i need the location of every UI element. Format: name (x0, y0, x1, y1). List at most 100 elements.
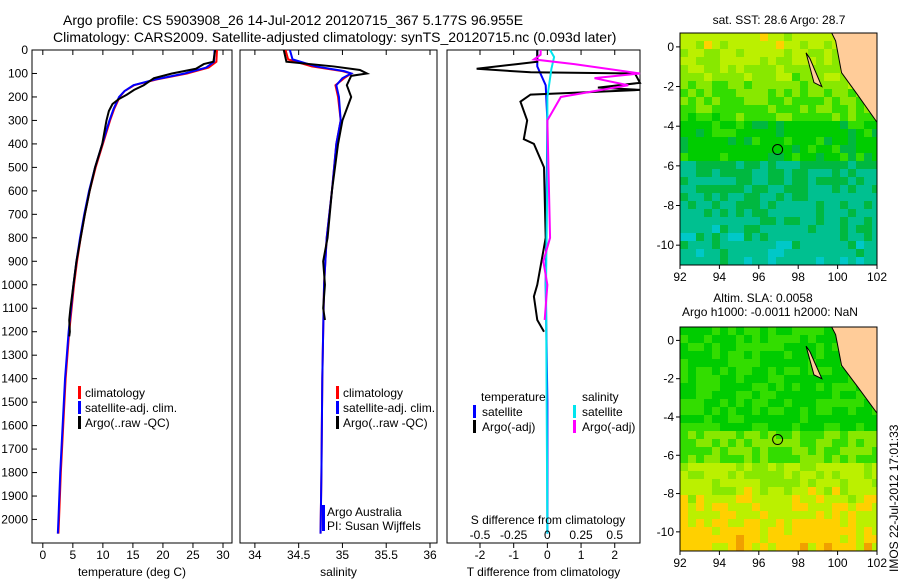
map-cell (736, 383, 745, 392)
map-cell (680, 121, 689, 130)
map-cell (784, 169, 793, 178)
map-cell (816, 463, 825, 472)
map-cell (760, 145, 769, 154)
map-cell (704, 391, 713, 400)
map-cell (688, 327, 697, 336)
map-cell (816, 335, 825, 344)
map-cell (792, 343, 801, 352)
map-cell (792, 145, 801, 154)
map-cell (760, 535, 769, 544)
map-cell (816, 511, 825, 520)
map-cell (728, 431, 737, 440)
map-cell (800, 335, 809, 344)
map-cell (768, 527, 777, 536)
map-cell (728, 81, 737, 90)
map-cell (872, 535, 877, 544)
map-cell (864, 487, 873, 496)
map-cell (864, 201, 873, 210)
map-cell (800, 209, 809, 218)
map-cell (736, 359, 745, 368)
legend-label: satellite-adj. clim. (343, 401, 435, 415)
map-cell (680, 383, 689, 392)
map-cell (840, 503, 849, 512)
map-cell (768, 351, 777, 360)
map-cell (752, 423, 761, 432)
map-cell (848, 153, 857, 162)
map-cell (856, 407, 865, 416)
y-tick-label: -6 (663, 448, 674, 462)
map-cell (784, 201, 793, 210)
map-cell (680, 249, 689, 258)
map-cell (760, 193, 769, 202)
map-cell (760, 439, 769, 448)
map-cell (752, 527, 761, 536)
x-tick-label: 98 (792, 270, 806, 284)
map-cell (872, 463, 877, 472)
map-cell (816, 249, 825, 258)
map-cell (712, 423, 721, 432)
map-cell (784, 407, 793, 416)
map-cell (816, 201, 825, 210)
map-cell (688, 407, 697, 416)
map-cell (752, 217, 761, 226)
map-cell (848, 121, 857, 130)
map-cell (704, 185, 713, 194)
map-cell (736, 479, 745, 488)
map-cell (704, 367, 713, 376)
map-cell (704, 463, 713, 472)
map-cell (816, 241, 825, 250)
map-cell (784, 391, 793, 400)
map-cell (848, 217, 857, 226)
map-cell (784, 351, 793, 360)
map-cell (784, 137, 793, 146)
map-cell (872, 527, 877, 536)
map-cell (720, 375, 729, 384)
map-cell (824, 81, 833, 90)
map-cell (768, 225, 777, 234)
map-cell (864, 439, 873, 448)
map-cell (688, 113, 697, 122)
map-cell (768, 399, 777, 408)
map-cell (696, 391, 705, 400)
map-cell (768, 359, 777, 368)
map-cell (704, 57, 713, 66)
map-cell (768, 543, 777, 551)
map-cell (760, 81, 769, 90)
map-cell (776, 543, 785, 551)
map-cell (680, 113, 689, 122)
map-cell (776, 153, 785, 162)
map-cell (840, 225, 849, 234)
map-cell (808, 351, 817, 360)
map-cell (848, 439, 857, 448)
map-cell (752, 351, 761, 360)
y-tick-label: 1200 (1, 325, 28, 339)
map-cell (784, 527, 793, 536)
x2-axis-label: S difference from climatology (471, 513, 626, 527)
map-cell (784, 257, 793, 265)
map-cell (848, 527, 857, 536)
map-cell (776, 113, 785, 122)
map-cell (864, 511, 873, 520)
map-cell (800, 359, 809, 368)
map-cell (856, 153, 865, 162)
map-cell (824, 399, 833, 408)
map-cell (768, 415, 777, 424)
map-cell (680, 153, 689, 162)
map-cell (784, 487, 793, 496)
map-cell (768, 193, 777, 202)
map-cell (848, 423, 857, 432)
map-cell (808, 495, 817, 504)
imos-timestamp: IMOS 22-Jul-2012 17:01:33 (887, 424, 900, 572)
map-cell (760, 257, 769, 265)
map-cell (688, 439, 697, 448)
map-cell (696, 33, 705, 42)
map-cell (680, 81, 689, 90)
map-cell (776, 535, 785, 544)
map-cell (760, 217, 769, 226)
map-cell (736, 535, 745, 544)
map-cell (728, 233, 737, 242)
map-cell (784, 193, 793, 202)
legend-swatch (336, 386, 339, 399)
land-island (805, 52, 823, 88)
map-cell (792, 177, 801, 186)
